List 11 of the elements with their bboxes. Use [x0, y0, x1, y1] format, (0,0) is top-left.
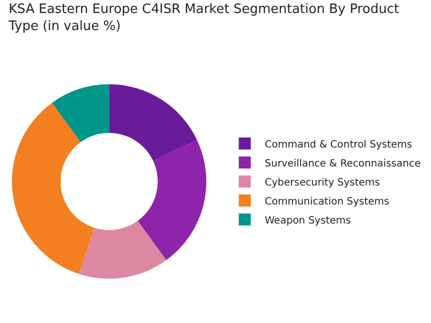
- donut-slice: [109, 84, 198, 161]
- legend-label: Cybersecurity Systems: [264, 177, 380, 188]
- legend-label: Surveillance & Reconnaissance: [264, 158, 421, 170]
- legend-label: Command & Control Systems: [264, 139, 412, 150]
- donut-slice: [12, 102, 94, 274]
- legend-label: Communication Systems: [264, 196, 390, 208]
- donut-slice: [79, 220, 166, 279]
- legend-label: Weapon Systems: [264, 215, 351, 226]
- donut-slice: [52, 84, 110, 142]
- donut-slice: [138, 140, 206, 260]
- chart-title: KSA Eastern Europe C4ISR Market Segmentation By Product Type (in value %): [8, 2, 400, 34]
